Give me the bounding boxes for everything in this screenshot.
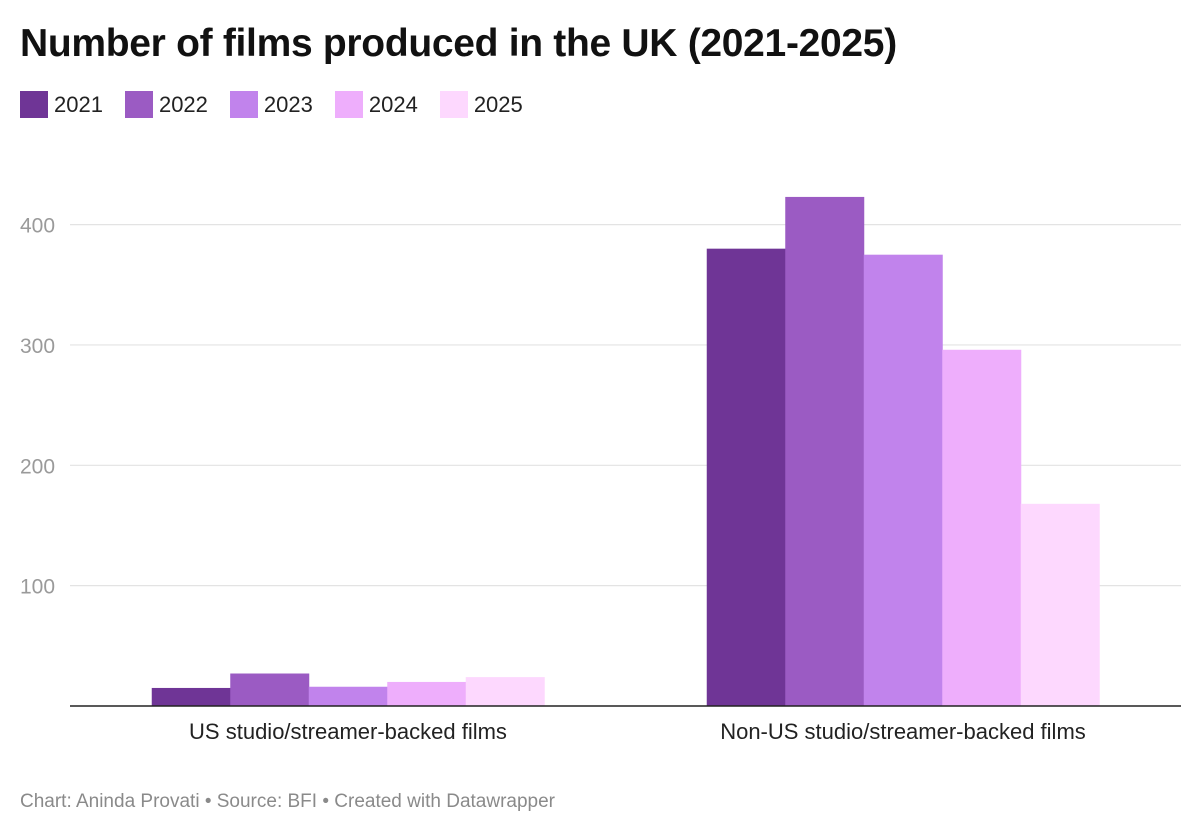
legend: 2021 2022 2023 2024 2025 <box>20 91 545 118</box>
legend-swatch <box>124 91 153 118</box>
bar-2021-non-us <box>706 248 786 707</box>
y-tick-label: 300 <box>20 335 55 358</box>
bar-2024-us <box>387 681 467 706</box>
chart-title: Number of films produced in the UK (2021… <box>20 22 897 65</box>
bar-2022-non-us <box>785 196 865 706</box>
bars <box>151 196 1100 707</box>
legend-swatch <box>229 91 258 118</box>
bar-2023-us <box>308 686 388 706</box>
bar-2022-us <box>230 673 310 706</box>
bar-2021-us <box>151 687 231 706</box>
legend-label: 2023 <box>263 91 313 117</box>
bar-2024-non-us <box>942 349 1022 706</box>
legend-label: 2022 <box>158 91 208 117</box>
legend-label: 2021 <box>54 91 103 117</box>
legend-item-2022: 2022 <box>124 91 208 118</box>
bar-2025-us <box>465 677 545 706</box>
legend-item-2025: 2025 <box>439 91 523 118</box>
footer-credit: Chart: Aninda Provati • Source: BFI • Cr… <box>20 791 555 812</box>
legend-swatch <box>20 91 48 118</box>
category-label: Non-US studio/streamer-backed films <box>720 719 1086 744</box>
y-tick-label: 400 <box>20 215 55 238</box>
y-tick-label: 200 <box>20 455 55 478</box>
bar-2025-non-us <box>1020 503 1100 706</box>
legend-swatch <box>334 91 363 118</box>
legend-label: 2024 <box>368 91 418 117</box>
category-label: US studio/streamer-backed films <box>189 719 507 744</box>
bar-2023-non-us <box>863 254 943 706</box>
legend-swatch <box>439 91 468 118</box>
legend-item-2021: 2021 <box>20 91 103 118</box>
legend-item-2024: 2024 <box>334 91 418 118</box>
legend-label: 2025 <box>473 91 523 117</box>
category-labels: US studio/streamer-backed films Non-US st… <box>189 719 1086 744</box>
y-tick-label: 100 <box>20 576 55 599</box>
legend-item-2023: 2023 <box>229 91 313 118</box>
